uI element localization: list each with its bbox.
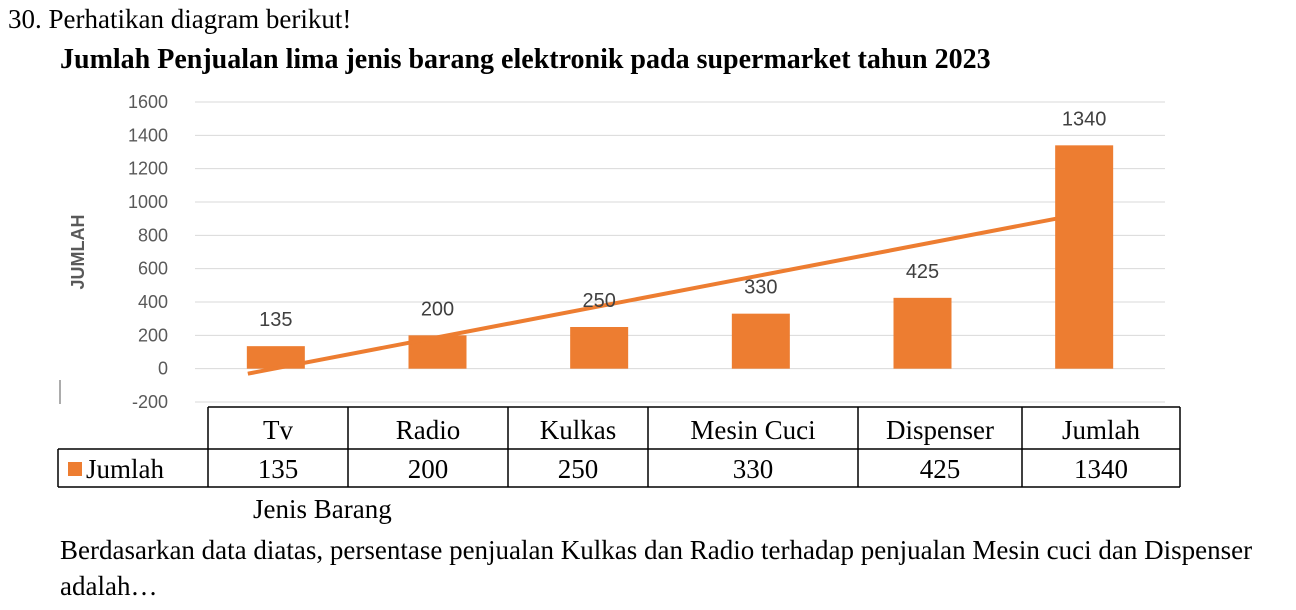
bar bbox=[1055, 145, 1114, 369]
category-label: Tv bbox=[263, 415, 293, 445]
bar bbox=[731, 313, 790, 369]
legend-label: Jumlah bbox=[86, 454, 164, 484]
data-label: 200 bbox=[421, 298, 454, 320]
x-axis-label: Jenis Barang bbox=[253, 494, 392, 524]
trendline-line bbox=[247, 216, 1057, 376]
bars bbox=[246, 145, 1114, 369]
y-tick-label: 200 bbox=[138, 325, 168, 345]
gridlines bbox=[195, 101, 1165, 403]
table-value: 250 bbox=[558, 454, 599, 484]
chart-title: Jumlah Penjualan lima jenis barang elekt… bbox=[60, 44, 991, 75]
category-label: Jumlah bbox=[1062, 415, 1140, 445]
table-value: 425 bbox=[920, 454, 961, 484]
data-label: 135 bbox=[259, 309, 292, 331]
y-tick-label: 400 bbox=[138, 292, 168, 312]
y-tick-label: 600 bbox=[138, 259, 168, 279]
y-tick-label: -200 bbox=[132, 392, 168, 412]
table-value: 200 bbox=[408, 454, 449, 484]
data-label: 250 bbox=[582, 290, 615, 312]
data-labels: 135 200 250 330 425 1340 bbox=[259, 108, 1106, 331]
data-label: 330 bbox=[744, 277, 777, 299]
y-tick-label: 0 bbox=[158, 359, 168, 379]
y-tick-label: 800 bbox=[138, 225, 168, 245]
y-tick-label: 1000 bbox=[128, 192, 168, 212]
data-table: Tv 135 Radio 200 Kulkas 250 Mesin Cuci 330 Dispe… bbox=[57, 406, 1181, 488]
y-tick-label: 1400 bbox=[128, 125, 168, 145]
y-tick-label: 1600 bbox=[128, 92, 168, 112]
data-label: 1340 bbox=[1062, 108, 1107, 130]
data-label: 425 bbox=[906, 261, 939, 283]
question-text: Berdasarkan data diatas, persentase penj… bbox=[60, 535, 1253, 601]
y-axis-label: JUMLAH bbox=[68, 215, 88, 290]
table-value: 135 bbox=[258, 454, 299, 484]
question-number-line: 30. Perhatikan diagram berikut! bbox=[8, 4, 352, 34]
category-label: Mesin Cuci bbox=[690, 415, 815, 445]
category-label: Kulkas bbox=[540, 415, 617, 445]
bar bbox=[246, 346, 305, 369]
bar bbox=[570, 327, 629, 369]
trendline bbox=[247, 216, 1057, 376]
y-tick-label: 1200 bbox=[128, 159, 168, 179]
category-label: Radio bbox=[396, 415, 461, 445]
table-value: 330 bbox=[733, 454, 774, 484]
table-value: 1340 bbox=[1074, 454, 1128, 484]
legend-swatch bbox=[68, 462, 82, 476]
category-label: Dispenser bbox=[886, 415, 994, 445]
bar bbox=[893, 297, 952, 369]
y-axis: -200 0 200 400 600 800 1000 1200 1400 1600 JUMLAH bbox=[59, 92, 168, 412]
